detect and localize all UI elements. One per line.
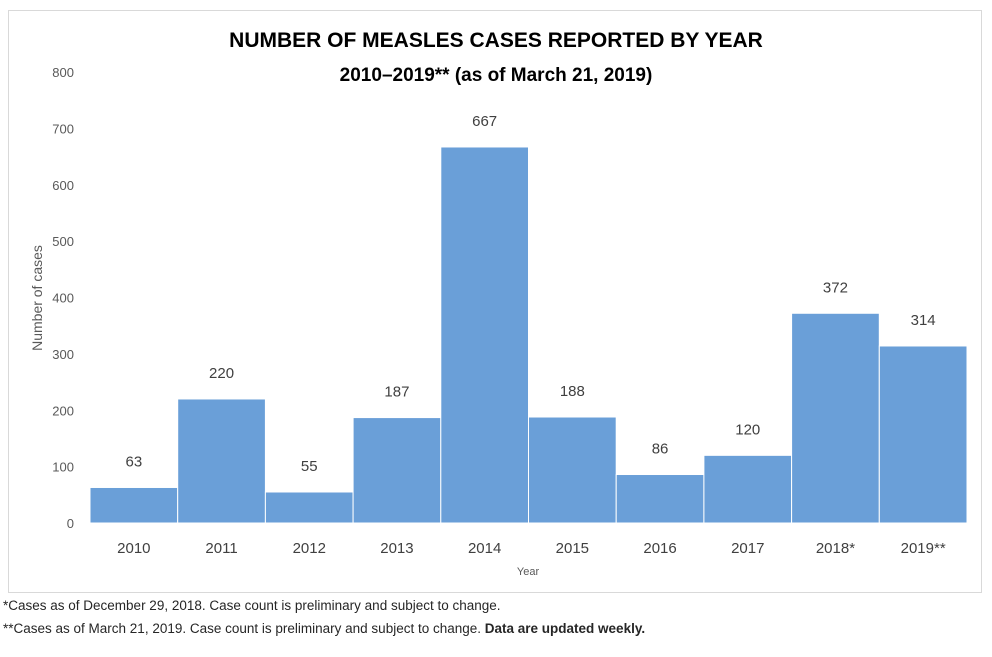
bar-value-label: 188	[560, 383, 585, 400]
chart-title: NUMBER OF MEASLES CASES REPORTED BY YEAR	[229, 29, 763, 52]
bar	[89, 486, 179, 524]
bar-value-label: 55	[301, 458, 318, 475]
bar	[264, 491, 354, 524]
x-tick-label: 2012	[293, 540, 326, 557]
bar	[703, 454, 793, 524]
y-axis-ticks: 0 100 200 300 400 500 600 700 800	[52, 65, 74, 531]
x-tick-label: 2015	[556, 540, 589, 557]
y-axis-title: Number of cases	[29, 245, 45, 351]
x-tick-label: 2018*	[816, 540, 855, 557]
bar	[440, 146, 529, 524]
y-tick-label: 500	[52, 234, 74, 249]
x-tick-label: 2016	[643, 540, 676, 557]
y-tick-label: 300	[52, 347, 74, 362]
y-tick-label: 200	[52, 403, 74, 418]
bar-value-label: 120	[735, 421, 760, 438]
x-tick-label: 2019**	[901, 540, 946, 557]
bar	[791, 312, 880, 524]
y-tick-label: 600	[52, 178, 74, 193]
bar-chart: NUMBER OF MEASLES CASES REPORTED BY YEAR…	[29, 29, 968, 578]
x-tick-label: 2010	[117, 540, 150, 557]
y-tick-label: 800	[52, 65, 74, 80]
bar-value-label: 667	[472, 113, 497, 130]
x-tick-label: 2014	[468, 540, 501, 557]
y-tick-label: 700	[52, 121, 74, 136]
bar	[528, 416, 617, 524]
bar-value-label: 220	[209, 365, 234, 382]
chart-subtitle: 2010–2019** (as of March 21, 2019)	[340, 65, 653, 86]
data-labels-group: 63 220 55 187 667 188 86 120 372 314	[126, 113, 936, 475]
x-axis-title: Year	[517, 566, 540, 578]
bar	[177, 398, 266, 524]
bar-value-label: 314	[911, 312, 936, 329]
footnote-2019-text: **Cases as of March 21, 2019. Case count…	[3, 621, 485, 636]
x-axis-ticks: 2010 2011 2012 2013 2014 2015 2016 2017 2018* 201…	[117, 540, 946, 557]
bar-value-label: 86	[652, 441, 669, 458]
bar-value-label: 187	[384, 384, 409, 401]
y-tick-label: 400	[52, 291, 74, 306]
y-tick-label: 0	[67, 516, 74, 531]
bar	[615, 474, 705, 524]
footnote-2019: **Cases as of March 21, 2019. Case count…	[3, 621, 645, 636]
x-tick-label: 2013	[380, 540, 413, 557]
x-tick-label: 2011	[205, 540, 237, 557]
bar	[878, 345, 968, 524]
y-tick-label: 100	[52, 460, 74, 475]
footnote-2019-bold: Data are updated weekly.	[484, 621, 646, 636]
bars-group	[89, 146, 968, 524]
x-tick-label: 2017	[731, 540, 764, 557]
footnote-2018: *Cases as of December 29, 2018. Case cou…	[3, 598, 501, 613]
bar	[352, 417, 442, 524]
bar-value-label: 63	[126, 453, 143, 470]
bar-value-label: 372	[823, 279, 848, 296]
